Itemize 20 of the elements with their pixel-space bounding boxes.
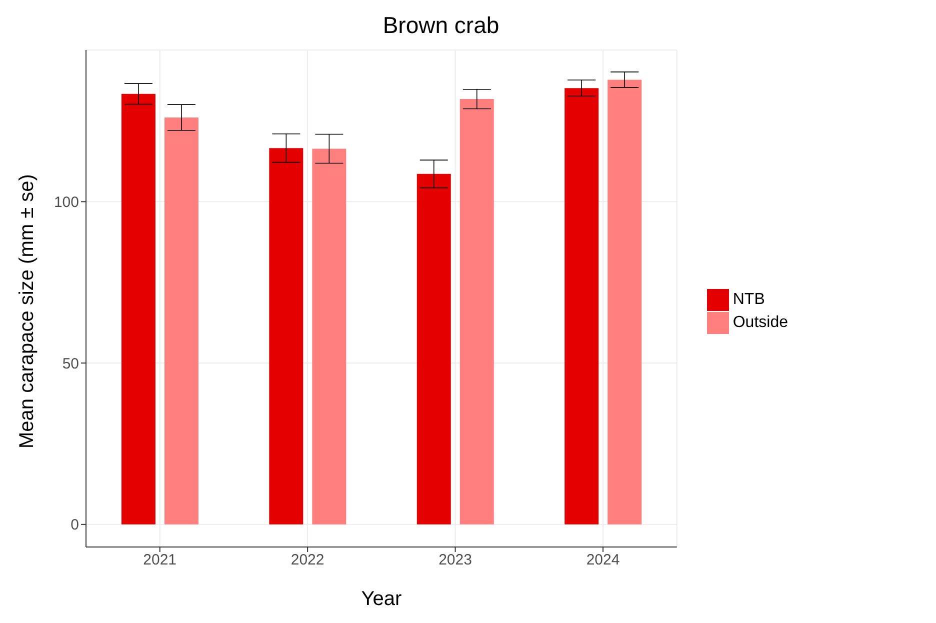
x-tick-label: 2023 [438,552,472,569]
bar [121,94,156,524]
x-tick-label: 2024 [586,552,620,569]
y-axis-title: Mean carapace size (mm ± se) [16,174,38,448]
bar [460,99,494,524]
bar [564,88,599,524]
x-axis-title: Year [361,588,402,610]
y-tick-label: 100 [54,194,79,212]
y-tick-label: 50 [62,355,79,372]
legend-label: NTB [732,292,765,308]
legend-label: Outside [732,314,788,331]
bar [164,117,198,524]
y-tick-label: 0 [70,516,79,534]
bar [312,148,346,524]
bar [269,148,304,524]
bar [416,174,451,524]
bar [608,80,642,524]
chart-title: Brown crab [382,12,500,39]
x-tick-label: 2021 [143,552,177,569]
x-tick-label: 2022 [290,552,324,569]
